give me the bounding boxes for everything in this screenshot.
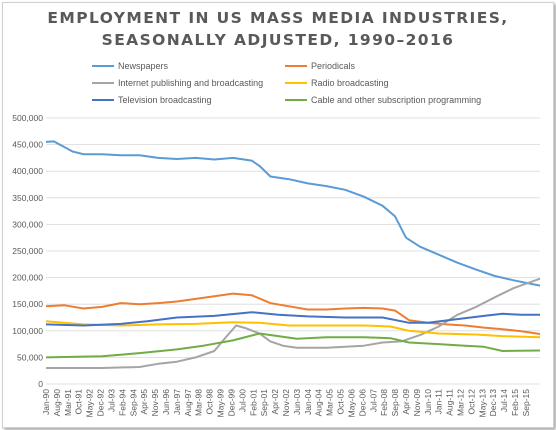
y-tick-label: 200,000 <box>12 273 43 283</box>
x-tick-label: Jan-90 <box>41 389 51 415</box>
series-line <box>45 332 541 359</box>
x-tick-label: Oct-98 <box>205 389 215 415</box>
x-tick-label: Jun-10 <box>423 389 433 415</box>
x-tick-label: Apr-95 <box>139 389 149 415</box>
x-tick-label: Jan-97 <box>172 389 182 415</box>
x-tick-label: Jan-11 <box>434 389 444 415</box>
x-tick-label: Sep-15 <box>521 389 531 417</box>
x-tick-label: Dec-92 <box>96 389 106 417</box>
x-tick-label: Feb-15 <box>510 389 520 416</box>
x-tick-label: Aug-11 <box>445 389 455 416</box>
x-tick-label: Aug-90 <box>52 389 62 417</box>
y-tick-label: 400,000 <box>12 166 43 176</box>
y-tick-label: 150,000 <box>12 299 43 309</box>
legend-label: Periodicals <box>311 61 356 71</box>
x-tick-label: May-92 <box>85 389 95 418</box>
x-tick-label: Oct-91 <box>74 389 84 415</box>
legend-label: Radio broadcasting <box>311 78 389 88</box>
x-tick-label: Feb-01 <box>248 389 258 416</box>
x-tick-label: May-99 <box>216 389 226 418</box>
legend: Newspapers Periodicals Internet publishing… <box>92 61 481 105</box>
y-tick-label: 350,000 <box>12 193 43 203</box>
series-line <box>45 292 541 335</box>
x-tick-label: Sep-01 <box>259 389 269 417</box>
x-tick-label: Sep-94 <box>128 389 138 417</box>
y-axis-ticks: 0 50,000 100,000 150,000 200,000 250,000 300,0… <box>12 113 43 389</box>
x-tick-label: Feb-08 <box>379 389 389 416</box>
x-tick-label: Mar-12 <box>456 389 466 416</box>
y-tick-label: 100,000 <box>12 326 43 336</box>
x-tick-label: Dec-99 <box>226 389 236 417</box>
x-tick-label: Dec-06 <box>357 389 367 417</box>
series-line <box>45 140 541 287</box>
x-tick-label: Jan-04 <box>303 389 313 415</box>
x-tick-label: Dec-13 <box>488 389 498 417</box>
x-tick-label: Jul-07 <box>368 389 378 412</box>
x-axis-ticks: Jan-90 Aug-90 Mar-91 Oct-91 May-92 Dec-92 Jul-… <box>41 389 531 418</box>
x-tick-label: Jun-96 <box>161 389 171 415</box>
x-tick-label: Jul-00 <box>237 389 247 412</box>
x-tick-label: Jul-93 <box>106 389 116 412</box>
y-tick-label: 50,000 <box>17 352 43 362</box>
x-tick-label: Aug-97 <box>183 389 193 417</box>
y-tick-label: 250,000 <box>12 246 43 256</box>
x-tick-label: May-13 <box>477 389 487 418</box>
y-tick-label: 500,000 <box>12 113 43 123</box>
x-tick-label: Apr-09 <box>401 389 411 415</box>
x-tick-label: Aug-04 <box>314 389 324 417</box>
legend-label: Television broadcasting <box>118 95 212 105</box>
x-tick-label: Mar-98 <box>194 389 204 416</box>
legend-label: Cable and other subscription programming <box>311 95 481 105</box>
chart-title-line-1: EMPLOYMENT IN US MASS MEDIA INDUSTRIES, <box>47 9 509 27</box>
x-tick-label: Oct-12 <box>466 389 476 415</box>
y-tick-label: 0 <box>38 379 43 389</box>
y-tick-label: 450,000 <box>12 140 43 150</box>
x-tick-label: Nov-09 <box>412 389 422 417</box>
x-tick-label: Mar-91 <box>63 389 73 416</box>
x-tick-label: Mar-05 <box>325 389 335 416</box>
series-line <box>45 311 540 327</box>
x-tick-label: Oct-05 <box>336 389 346 415</box>
x-tick-label: Jul-14 <box>499 389 509 412</box>
y-tick-label: 300,000 <box>12 219 43 229</box>
series-line <box>45 320 541 339</box>
legend-label: Newspapers <box>118 61 169 71</box>
series-line <box>46 277 541 369</box>
x-tick-label: May-06 <box>346 389 356 418</box>
chart-title-line-2: SEASONALLY ADJUSTED, 1990–2016 <box>101 31 455 49</box>
legend-label: Internet publishing and broadcasting <box>118 78 263 88</box>
x-tick-label: Nov-02 <box>281 389 291 417</box>
x-tick-label: Jun-03 <box>292 389 302 415</box>
x-tick-label: Feb-94 <box>117 389 127 416</box>
x-tick-label: Apr-02 <box>270 389 280 415</box>
gridlines <box>46 117 540 385</box>
series-lines <box>45 140 541 369</box>
x-tick-label: Nov-95 <box>150 389 160 417</box>
x-tick-label: Sep-08 <box>390 389 400 417</box>
